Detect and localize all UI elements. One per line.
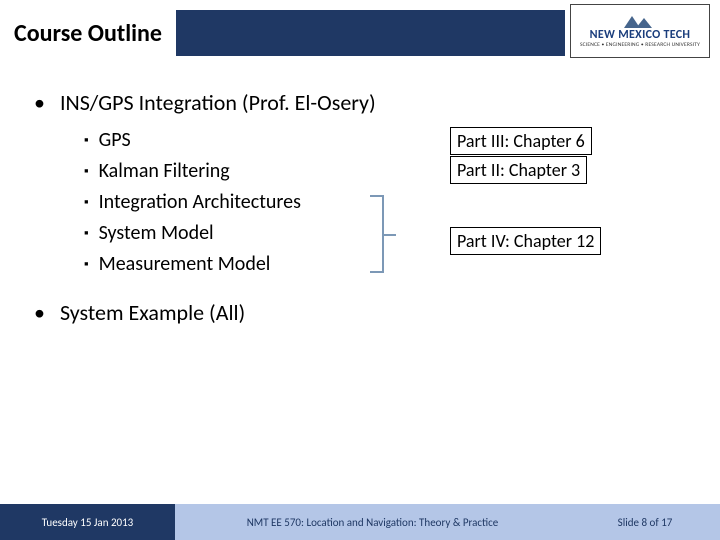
topic-main-2-text: System Example (All) — [60, 299, 245, 326]
logo-tagline: SCIENCE • ENGINEERING • RESEARCH UNIVERS… — [580, 42, 700, 48]
subtopic-text: System Model — [99, 221, 214, 245]
footer-course: NMT EE 570: Location and Navigation: The… — [175, 504, 570, 540]
topic-main-1: INS/GPS Integration (Prof. El-Osery) — [34, 88, 686, 119]
page-title: Course Outline — [14, 19, 162, 48]
logo-text: NEW MEXICO TECH — [590, 28, 691, 42]
university-logo: NEW MEXICO TECH SCIENCE • ENGINEERING • … — [570, 4, 710, 58]
subtopic-text: Integration Architectures — [99, 190, 301, 214]
footer-bar: Tuesday 15 Jan 2013 NMT EE 570: Location… — [0, 504, 720, 540]
topic-main-2: System Example (All) — [34, 298, 686, 329]
reference-box-3: Part IV: Chapter 12 — [450, 227, 601, 255]
mountain-icon — [622, 14, 658, 28]
subtopic-list: GPS Kalman Filtering Integration Archite… — [84, 125, 686, 280]
group-bracket — [370, 195, 384, 273]
subtopic-text: Kalman Filtering — [99, 159, 230, 183]
content-area: INS/GPS Integration (Prof. El-Osery) GPS… — [0, 76, 720, 500]
reference-box-1: Part III: Chapter 6 — [450, 127, 592, 155]
subtopic-text: GPS — [99, 128, 131, 152]
header-accent — [176, 10, 565, 56]
footer-page: Slide 8 of 17 — [570, 504, 720, 540]
header-title-wrap: Course Outline — [0, 10, 176, 56]
reference-box-2: Part II: Chapter 3 — [450, 156, 587, 184]
subtopic: Kalman Filtering — [84, 156, 686, 187]
subtopic: Integration Architectures — [84, 187, 686, 218]
subtopic: GPS — [84, 125, 686, 156]
subtopic-text: Measurement Model — [99, 252, 271, 276]
bracket-stem — [382, 234, 396, 236]
footer-date: Tuesday 15 Jan 2013 — [0, 504, 175, 540]
topic-main-1-text: INS/GPS Integration (Prof. El-Osery) — [60, 89, 376, 116]
